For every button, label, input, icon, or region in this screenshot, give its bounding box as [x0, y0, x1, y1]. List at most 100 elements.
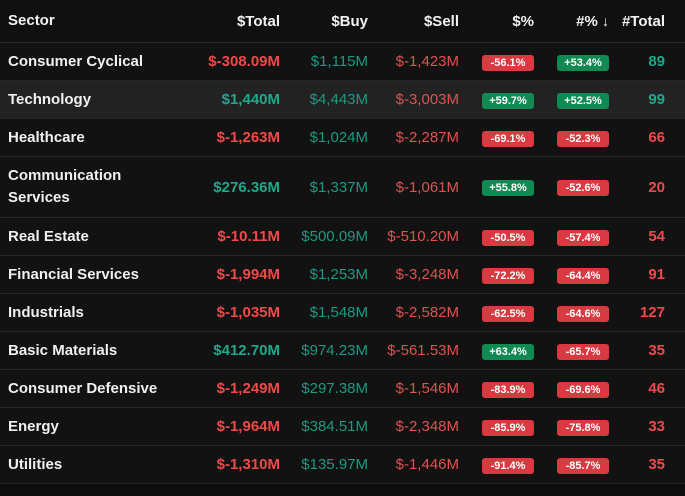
total-value: $-1,263M	[216, 129, 280, 146]
count-total: 35	[648, 456, 665, 473]
sector-name: Utilities	[8, 455, 63, 473]
table-row[interactable]: Consumer Defensive $-1,249M $297.38M $-1…	[0, 370, 685, 408]
count-pct-badge: -69.6%	[557, 381, 609, 398]
table-row[interactable]: Basic Materials $412.70M $974.23M $-561.…	[0, 332, 685, 370]
col-header-count-pct-label: #%	[576, 12, 598, 30]
pct-badge: +63.4%	[482, 343, 534, 360]
count-pct-badge: +52.5%	[557, 92, 609, 109]
sector-name: Energy	[8, 417, 59, 435]
sell-value: $-3,003M	[395, 91, 459, 108]
col-header-count-total[interactable]: #Total	[621, 12, 665, 30]
count-pct-badge: -85.7%	[557, 457, 609, 474]
count-pct-badge: -52.6%	[557, 180, 609, 196]
sell-value: $-2,287M	[395, 129, 459, 146]
pct-badge: -62.5%	[482, 305, 534, 322]
buy-value: $384.51M	[301, 418, 368, 435]
buy-value: $135.97M	[301, 456, 368, 473]
sell-value: $-2,582M	[395, 304, 459, 321]
pct-badge: -85.9%	[482, 419, 534, 436]
sector-flow-table: Sector $Total $Buy $Sell $% #% ↓ #Total …	[0, 0, 685, 484]
count-total: 99	[648, 91, 665, 108]
count-pct-badge: -52.3%	[557, 130, 609, 147]
buy-value: $297.38M	[301, 380, 368, 397]
sell-value: $-1,446M	[395, 456, 459, 473]
table-row[interactable]: Financial Services $-1,994M $1,253M $-3,…	[0, 256, 685, 294]
total-value: $-1,035M	[216, 304, 280, 321]
table-row[interactable]: Consumer Cyclical $-308.09M $1,115M $-1,…	[0, 43, 685, 81]
sector-name: Basic Materials	[8, 341, 118, 359]
sell-value: $-1,423M	[395, 53, 459, 70]
count-pct-badge: -64.6%	[557, 305, 609, 322]
total-value: $-308.09M	[208, 53, 280, 70]
col-header-count-pct[interactable]: #% ↓	[534, 13, 609, 30]
count-total: 127	[639, 304, 665, 321]
count-pct-badge: -57.4%	[557, 229, 609, 246]
total-value: $-1,994M	[216, 266, 280, 283]
count-total: 66	[648, 129, 665, 146]
sector-name: Financial Services	[8, 265, 139, 283]
total-value: $1,440M	[221, 91, 280, 108]
total-value: $412.70M	[213, 342, 280, 359]
total-value: $-1,964M	[216, 418, 280, 435]
col-header-sell[interactable]: $Sell	[423, 12, 459, 30]
sort-down-arrow-icon: ↓	[602, 12, 609, 29]
pct-badge: -56.1%	[482, 54, 534, 71]
sell-value: $-1,061M	[395, 178, 459, 196]
count-total: 46	[648, 380, 665, 397]
col-header-pct[interactable]: $%	[512, 12, 534, 30]
buy-value: $974.23M	[301, 342, 368, 359]
col-header-sector[interactable]: Sector	[8, 12, 55, 29]
count-total: 35	[648, 342, 665, 359]
sector-name: Consumer Defensive	[8, 379, 158, 397]
pct-badge: -91.4%	[482, 457, 534, 474]
sell-value: $-510.20M	[387, 228, 459, 245]
total-value: $-1,249M	[216, 380, 280, 397]
buy-value: $1,548M	[309, 304, 368, 321]
col-header-buy[interactable]: $Buy	[331, 12, 368, 30]
total-value: $276.36M	[213, 178, 280, 196]
pct-badge: -69.1%	[482, 130, 534, 147]
buy-value: $4,443M	[309, 91, 368, 108]
pct-badge: -50.5%	[482, 229, 534, 246]
pct-badge: +55.8%	[482, 180, 534, 196]
pct-badge: +59.7%	[482, 92, 534, 109]
total-value: $-10.11M	[217, 228, 280, 245]
sector-name: Healthcare	[8, 128, 85, 146]
count-pct-badge: -65.7%	[557, 343, 609, 360]
table-header: Sector $Total $Buy $Sell $% #% ↓ #Total	[0, 0, 685, 43]
sector-name: Communication Services	[8, 167, 122, 206]
sector-name: Consumer Cyclical	[8, 52, 144, 70]
table-row[interactable]: Energy $-1,964M $384.51M $-2,348M -85.9%…	[0, 408, 685, 446]
pct-badge: -83.9%	[482, 381, 534, 398]
buy-value: $1,024M	[309, 129, 368, 146]
buy-value: $1,337M	[309, 178, 368, 196]
count-total: 20	[648, 178, 665, 196]
total-value: $-1,310M	[216, 456, 280, 473]
table-row[interactable]: Real Estate $-10.11M $500.09M $-510.20M …	[0, 218, 685, 256]
buy-value: $1,253M	[309, 266, 368, 283]
sector-name: Real Estate	[8, 227, 89, 245]
table-row[interactable]: Utilities $-1,310M $135.97M $-1,446M -91…	[0, 446, 685, 484]
sell-value: $-1,546M	[395, 380, 459, 397]
buy-value: $1,115M	[310, 53, 368, 70]
count-total: 33	[648, 418, 665, 435]
sector-name: Industrials	[8, 303, 84, 321]
col-header-total[interactable]: $Total	[236, 12, 280, 30]
sell-value: $-561.53M	[387, 342, 459, 359]
table-row[interactable]: Healthcare $-1,263M $1,024M $-2,287M -69…	[0, 119, 685, 157]
sector-name: Technology	[8, 90, 92, 108]
table-row[interactable]: Industrials $-1,035M $1,548M $-2,582M -6…	[0, 294, 685, 332]
table-row[interactable]: Technology $1,440M $4,443M $-3,003M +59.…	[0, 81, 685, 119]
count-total: 91	[648, 266, 665, 283]
count-pct-badge: +53.4%	[557, 54, 609, 71]
count-total: 54	[648, 228, 665, 245]
sell-value: $-3,248M	[395, 266, 459, 283]
pct-badge: -72.2%	[482, 267, 534, 284]
count-total: 89	[648, 53, 665, 70]
table-row[interactable]: Communication Services $276.36M $1,337M …	[0, 157, 685, 218]
table-body: Consumer Cyclical $-308.09M $1,115M $-1,…	[0, 43, 685, 484]
count-pct-badge: -64.4%	[557, 267, 609, 284]
count-pct-badge: -75.8%	[557, 419, 609, 436]
buy-value: $500.09M	[301, 228, 368, 245]
sell-value: $-2,348M	[395, 418, 459, 435]
